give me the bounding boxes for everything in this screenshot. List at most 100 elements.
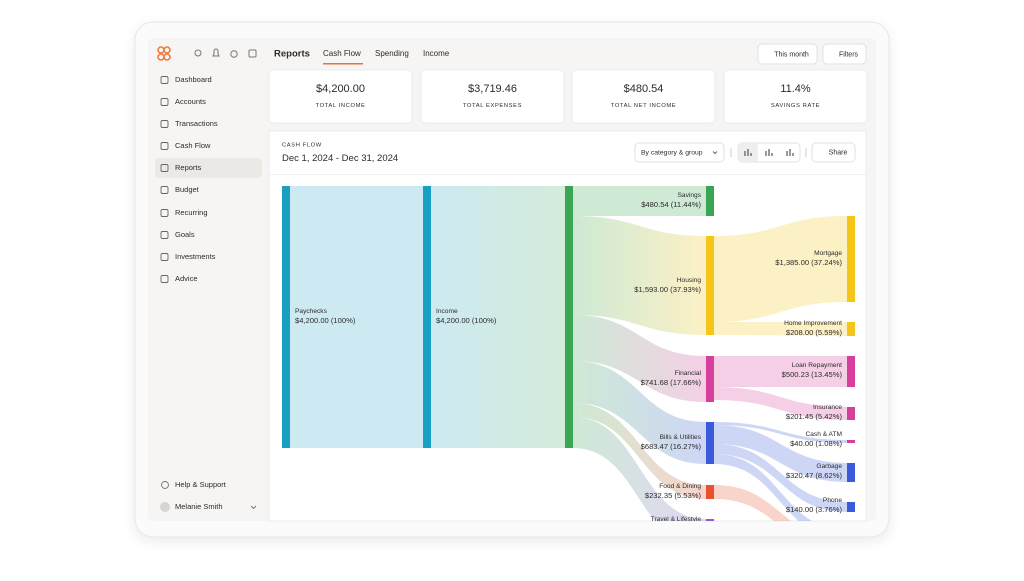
nav-icon [160, 120, 169, 128]
nav-icon [160, 275, 169, 283]
node-amount: $208.00 (5.59%) [786, 328, 843, 337]
flow [714, 454, 813, 521]
node-label: Travel & Lifestyle [651, 516, 702, 523]
sankey-node[interactable] [847, 463, 855, 482]
page-title: Reports [274, 49, 310, 60]
button[interactable] [757, 43, 818, 65]
sankey-node[interactable] [706, 519, 714, 530]
node-label: Food & Dining [659, 483, 701, 490]
chevron [250, 505, 257, 510]
share-button[interactable] [811, 142, 856, 163]
nav-icon [160, 76, 169, 84]
node-label: Income [436, 308, 458, 315]
node-label: Savings [678, 192, 702, 199]
tab[interactable]: Spending [375, 49, 409, 58]
button-label[interactable]: Filters [839, 51, 859, 58]
flow [573, 186, 706, 216]
toolbar-icons[interactable] [194, 48, 257, 58]
nav-item[interactable]: Accounts [175, 97, 206, 106]
sankey-node[interactable] [847, 322, 855, 336]
logo [157, 46, 171, 61]
nav-item[interactable]: Transactions [175, 119, 218, 128]
flow [573, 417, 706, 521]
flow [573, 361, 706, 464]
nav-selected [155, 158, 262, 178]
summary-card [268, 69, 413, 124]
user-name[interactable]: Melanie Smith [175, 502, 223, 511]
help-icon [161, 481, 169, 489]
tab[interactable]: Cash Flow [323, 49, 361, 58]
flow [573, 216, 706, 335]
node-amount: $320.47 (8.62%) [786, 471, 843, 480]
flow [714, 444, 847, 512]
flow [431, 186, 565, 448]
node-amount: $232.35 (5.53%) [645, 491, 702, 500]
sankey-node[interactable] [847, 216, 855, 302]
node-label: Garbage [816, 463, 842, 470]
node-amount: $4,200.00 (100%) [436, 316, 497, 325]
sankey-node[interactable] [706, 485, 714, 499]
node-label: Phone [823, 497, 842, 504]
nav-item[interactable]: Reports [175, 163, 202, 172]
tab-underline [323, 63, 363, 65]
button-label[interactable]: This month [774, 51, 809, 58]
card-value: $4,200.00 [316, 83, 365, 95]
card-label: SAVINGS RATE [771, 103, 820, 109]
flow [714, 387, 847, 420]
sankey-node[interactable] [706, 186, 714, 216]
sankey-node [565, 186, 573, 448]
flow [714, 322, 847, 336]
nav-item[interactable]: Cash Flow [175, 141, 211, 150]
sankey-node[interactable] [706, 236, 714, 335]
view-icon[interactable] [744, 149, 752, 156]
view-icon[interactable] [786, 149, 794, 156]
sankey-node[interactable] [423, 186, 431, 448]
button[interactable] [822, 43, 867, 65]
sankey-node[interactable] [847, 407, 855, 420]
nav-item[interactable]: Investments [175, 252, 216, 261]
flow [714, 425, 847, 482]
sankey: Paychecks$4,200.00 (100%)Income$4,200.00… [282, 186, 855, 530]
dropdown[interactable] [634, 142, 725, 163]
node-label: Financial [675, 370, 702, 377]
main: Reports Cash Flow Spending Income This month… [155, 43, 868, 522]
sankey-node[interactable] [847, 502, 855, 512]
nav-item[interactable]: Goals [175, 230, 195, 239]
summary-card [723, 69, 868, 124]
card-value: 11.4% [780, 83, 811, 95]
panel-date: Dec 1, 2024 - Dec 31, 2024 [282, 153, 398, 164]
card-label: TOTAL NET INCOME [611, 103, 676, 109]
node-amount: $201.45 (5.42%) [786, 412, 843, 421]
card-value: $3,719.46 [468, 83, 517, 95]
nav-icon [160, 142, 169, 150]
flow [290, 186, 423, 448]
node-label: Home Improvement [784, 320, 842, 327]
nav-item[interactable]: Advice [175, 274, 198, 283]
flow [714, 356, 847, 387]
node-label: Loan Repayment [792, 362, 842, 369]
nav-item[interactable]: Dashboard [175, 75, 212, 84]
node-amount: $1,593.00 (37.93%) [634, 285, 701, 294]
nav-item[interactable]: Budget [175, 185, 200, 194]
nav-icon [160, 209, 169, 217]
nav-item[interactable]: Recurring [175, 208, 208, 217]
sankey-node[interactable] [706, 422, 714, 464]
tab[interactable]: Income [423, 49, 450, 58]
node-label: Mortgage [814, 250, 842, 257]
summary-card [571, 69, 716, 124]
view-icon[interactable] [765, 149, 773, 156]
node-amount: $140.00 (3.76%) [786, 505, 843, 514]
dropdown-label[interactable]: By category & group [641, 149, 703, 156]
sankey-node[interactable] [282, 186, 290, 448]
nav-icon [160, 231, 169, 239]
sankey-node[interactable] [706, 356, 714, 402]
sankey-node[interactable] [847, 440, 855, 443]
help-link[interactable]: Help & Support [175, 480, 227, 489]
card-value: $480.54 [624, 83, 664, 95]
share-label[interactable]: Share [829, 149, 848, 156]
sankey-node[interactable] [847, 356, 855, 387]
flow [573, 403, 706, 499]
node-label: Bills & Utilities [660, 434, 702, 441]
